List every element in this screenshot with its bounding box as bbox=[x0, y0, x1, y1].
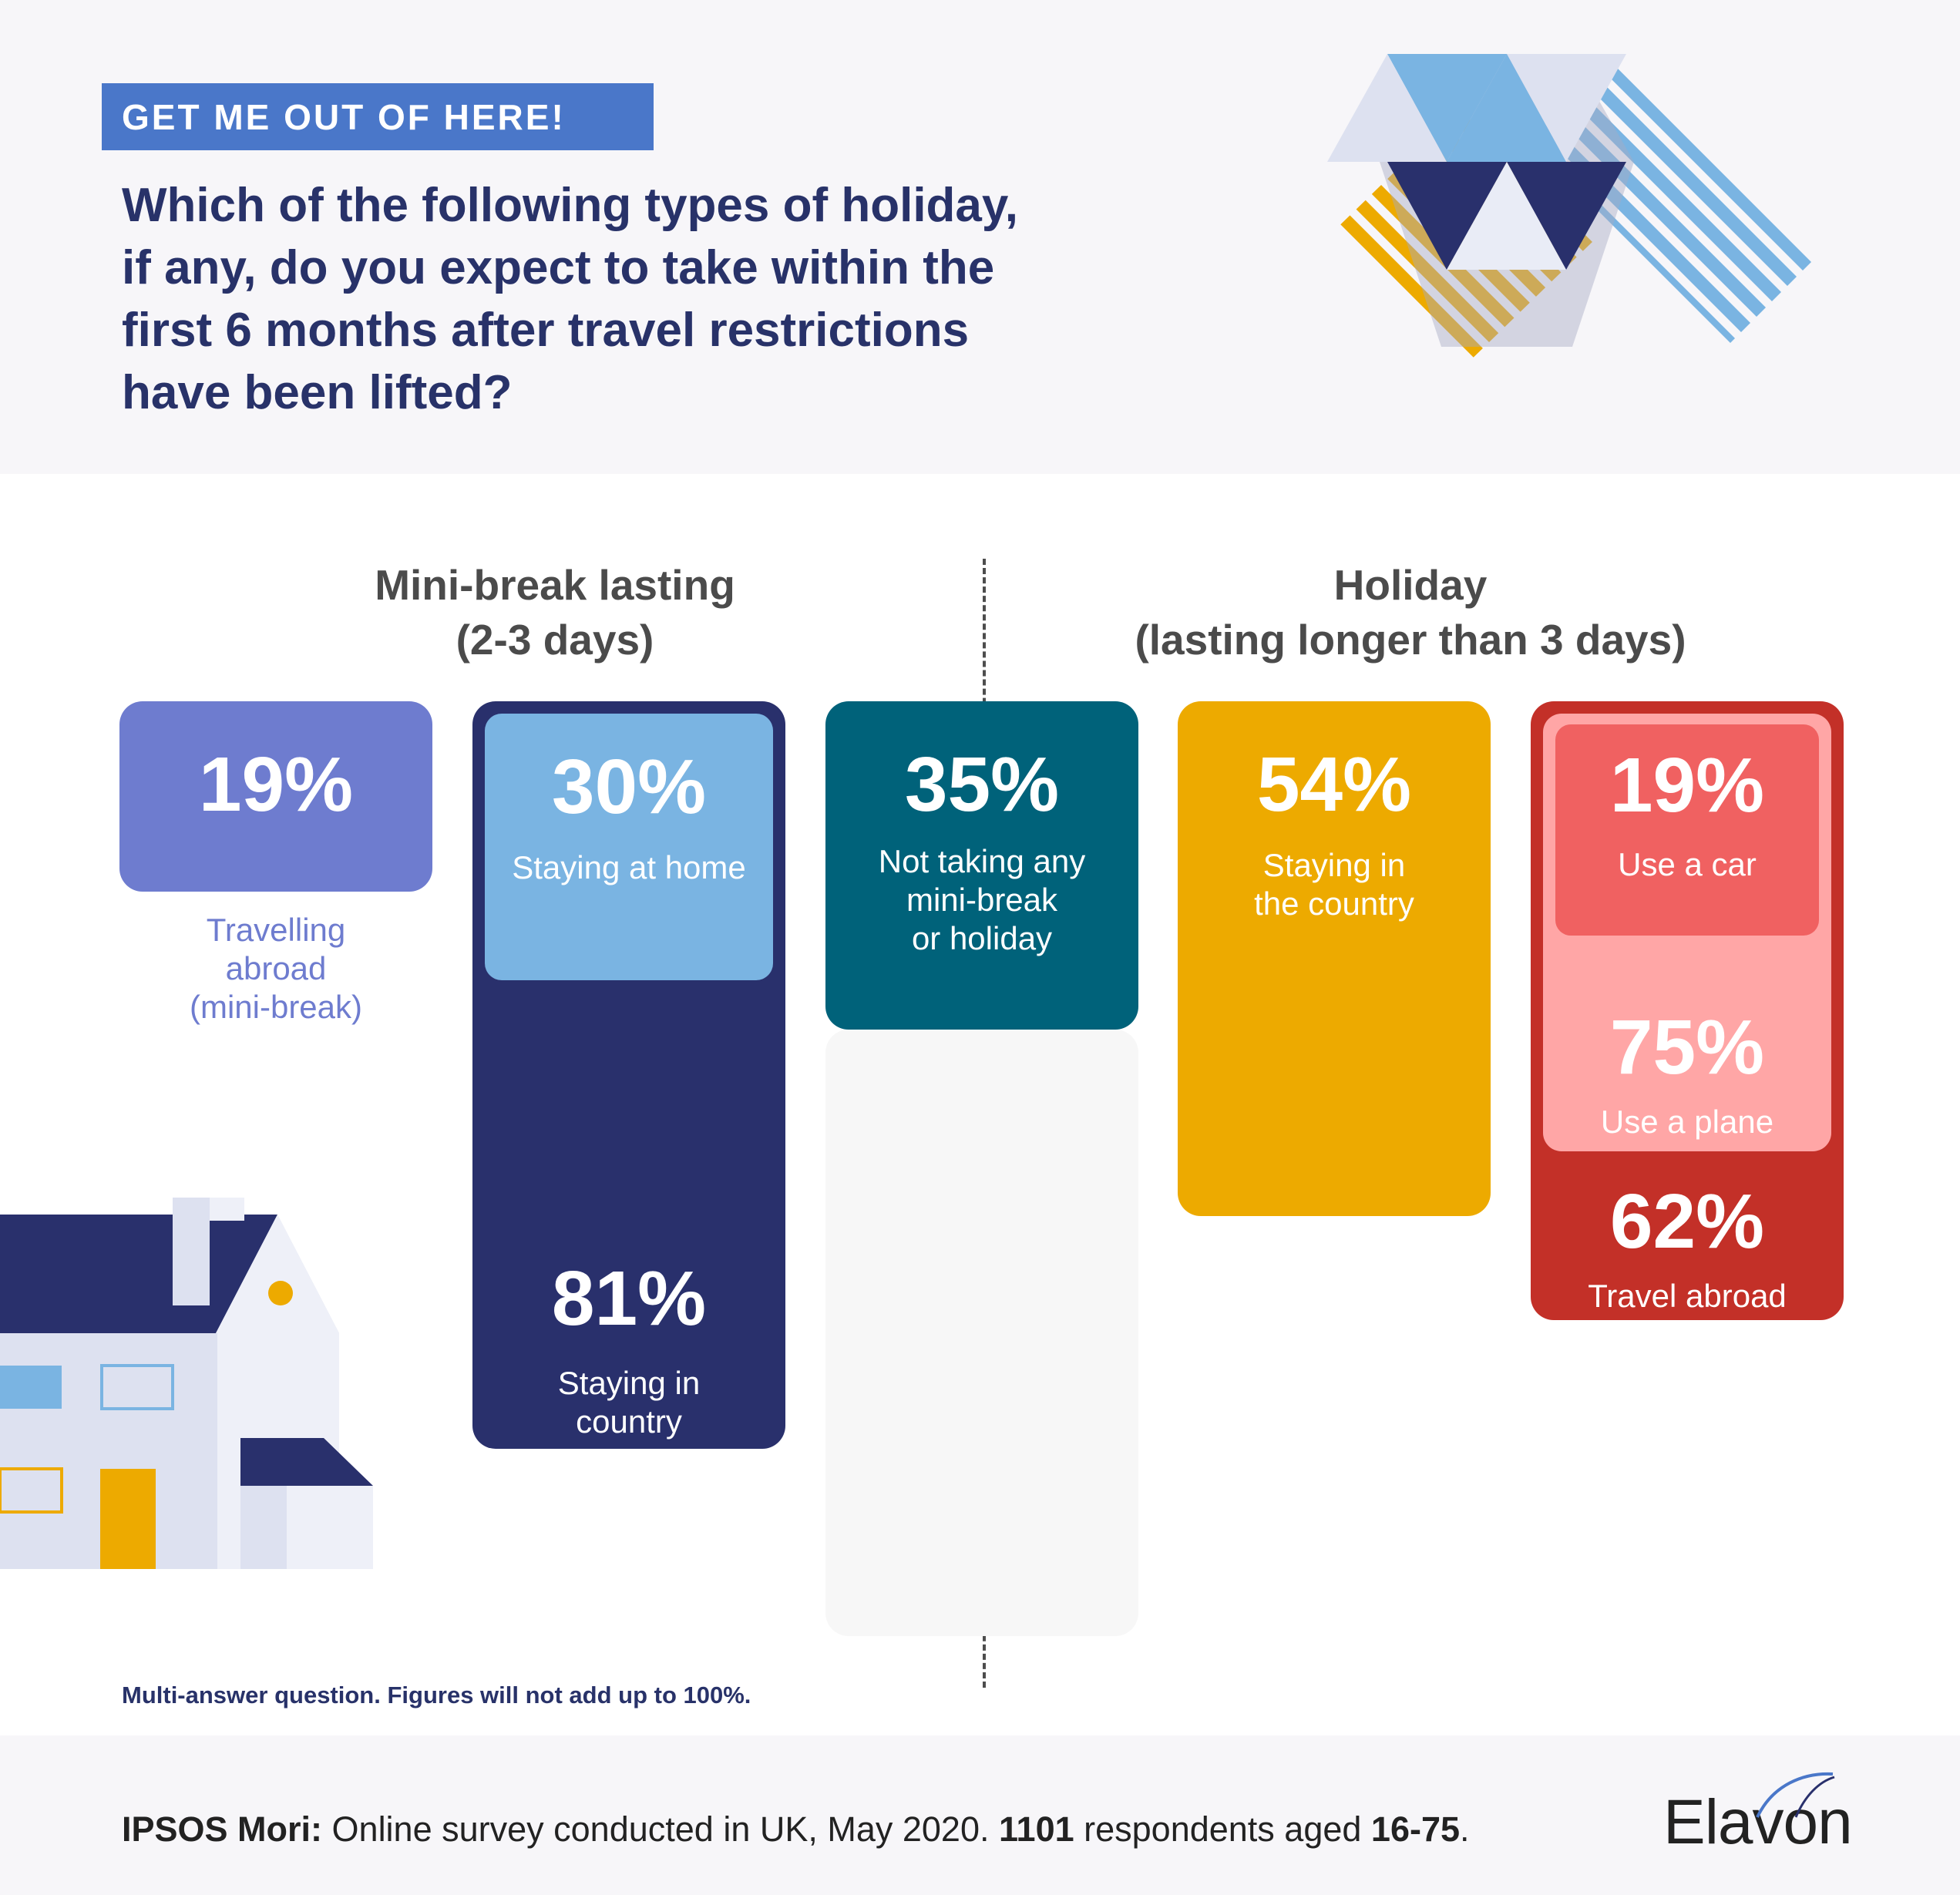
source-text: Online survey conducted in UK, May 2020. bbox=[322, 1809, 999, 1849]
caption-line: Staying in bbox=[557, 1365, 701, 1401]
card-staying-in-country-minibreak: 30% Staying at home 81% Staying in count… bbox=[472, 701, 785, 1449]
card-none-track bbox=[825, 1030, 1138, 1636]
holiday-heading-text: Holiday (lasting longer than 3 days) bbox=[1094, 558, 1726, 667]
value-label: 19% bbox=[198, 741, 354, 828]
logo-swoosh-icon bbox=[1756, 1772, 1835, 1818]
heading-line: Holiday bbox=[1333, 561, 1488, 609]
caption-line: Staying in bbox=[1262, 847, 1406, 883]
caption-line: the country bbox=[1254, 885, 1414, 922]
question-title: Which of the following types of holiday,… bbox=[122, 174, 1155, 424]
triangle-shape bbox=[1327, 54, 1447, 162]
value-label: 30% bbox=[551, 744, 707, 830]
source-text: respondents aged bbox=[1074, 1809, 1371, 1849]
card-staying-in-the-country-holiday: 54% Staying in the country bbox=[1178, 701, 1491, 1216]
value-label: 81% bbox=[551, 1255, 707, 1342]
caption-label: Travel abroad bbox=[1588, 1278, 1787, 1314]
card-travelling-abroad-minibreak: 19% bbox=[119, 701, 432, 892]
porch-front bbox=[287, 1486, 373, 1569]
chimney-cap bbox=[210, 1198, 244, 1221]
card-staying-at-home: 30% Staying at home bbox=[485, 714, 773, 980]
caption-line: mini-break bbox=[906, 882, 1058, 918]
card-travel-abroad-holiday: 19% Use a car 75% Use a plane 62% Travel… bbox=[1531, 701, 1844, 1320]
triangle-shape bbox=[1387, 162, 1507, 270]
question-line: if any, do you expect to take within the bbox=[122, 241, 995, 294]
heading-line: (lasting longer than 3 days) bbox=[1135, 616, 1686, 664]
question-line: have been lifted? bbox=[122, 366, 513, 419]
abroad-holiday-text: 62% Travel abroad bbox=[1531, 1183, 1844, 1315]
round-window bbox=[268, 1281, 293, 1305]
mini-break-heading: Mini-break lasting (2-3 days) bbox=[324, 558, 786, 667]
triangle-shape bbox=[1447, 162, 1566, 270]
card-use-a-plane: 19% Use a car 75% Use a plane bbox=[1543, 714, 1831, 1151]
value-label: 54% bbox=[1256, 741, 1412, 828]
caption-label: Use a car bbox=[1618, 846, 1757, 882]
geometric-decoration bbox=[1326, 54, 1811, 370]
elavon-logo: Elavon bbox=[1663, 1787, 1853, 1857]
card-use-a-car: 19% Use a car bbox=[1555, 724, 1819, 936]
caption-line: country bbox=[576, 1403, 682, 1440]
footnote: Multi-answer question. Figures will not … bbox=[122, 1682, 751, 1709]
porch-wall bbox=[240, 1486, 287, 1569]
source-org: IPSOS Mori: bbox=[122, 1809, 323, 1849]
footer-band bbox=[0, 1735, 1960, 1895]
source-line: IPSOS Mori: Online survey conducted in U… bbox=[122, 1809, 1470, 1850]
porch-roof bbox=[240, 1438, 373, 1486]
caption-line: abroad bbox=[225, 950, 327, 986]
house-illustration bbox=[0, 1198, 373, 1569]
triangle-shape bbox=[1507, 54, 1626, 162]
source-text: . bbox=[1460, 1809, 1470, 1849]
caption-line: Travelling bbox=[206, 912, 346, 948]
triangle-shape bbox=[1447, 54, 1566, 162]
eyebrow-text: GET ME OUT OF HERE! bbox=[122, 96, 566, 137]
heading-line: Mini-break lasting bbox=[375, 561, 735, 609]
source-ages: 16-75 bbox=[1370, 1809, 1461, 1849]
chimney bbox=[173, 1198, 210, 1305]
card-caption: Travelling abroad (mini-break) bbox=[119, 911, 432, 1026]
card-not-taking-any: 35% Not taking any mini-break or holiday bbox=[825, 701, 1138, 1030]
value-label: 75% bbox=[1609, 1004, 1765, 1090]
door bbox=[100, 1469, 156, 1569]
value-label: 35% bbox=[904, 741, 1060, 828]
caption-label: Use a plane bbox=[1600, 1104, 1774, 1140]
caption-line: (mini-break) bbox=[189, 989, 363, 1025]
question-line: first 6 months after travel restrictions bbox=[122, 304, 970, 357]
heading-line: (2-3 days) bbox=[456, 616, 654, 664]
house-gable bbox=[216, 1215, 339, 1333]
eyebrow-tag: GET ME OUT OF HERE! bbox=[102, 83, 654, 150]
country-minibreak-text: 81% Staying in country bbox=[472, 1260, 785, 1441]
caption-label: Staying at home bbox=[512, 849, 746, 885]
plane-text: 75% Use a plane bbox=[1543, 1009, 1831, 1141]
value-label: 19% bbox=[1609, 742, 1765, 828]
question-line: Which of the following types of holiday, bbox=[122, 179, 1019, 232]
value-label: 62% bbox=[1609, 1178, 1765, 1265]
caption-line: or holiday bbox=[911, 920, 1053, 956]
window bbox=[100, 1364, 174, 1410]
window bbox=[0, 1467, 63, 1514]
source-respondents: 1101 bbox=[999, 1809, 1074, 1849]
caption-line: Not taking any bbox=[878, 843, 1086, 879]
triangle-shape bbox=[1387, 54, 1507, 162]
triangle-shape bbox=[1507, 162, 1626, 270]
window bbox=[0, 1366, 62, 1409]
